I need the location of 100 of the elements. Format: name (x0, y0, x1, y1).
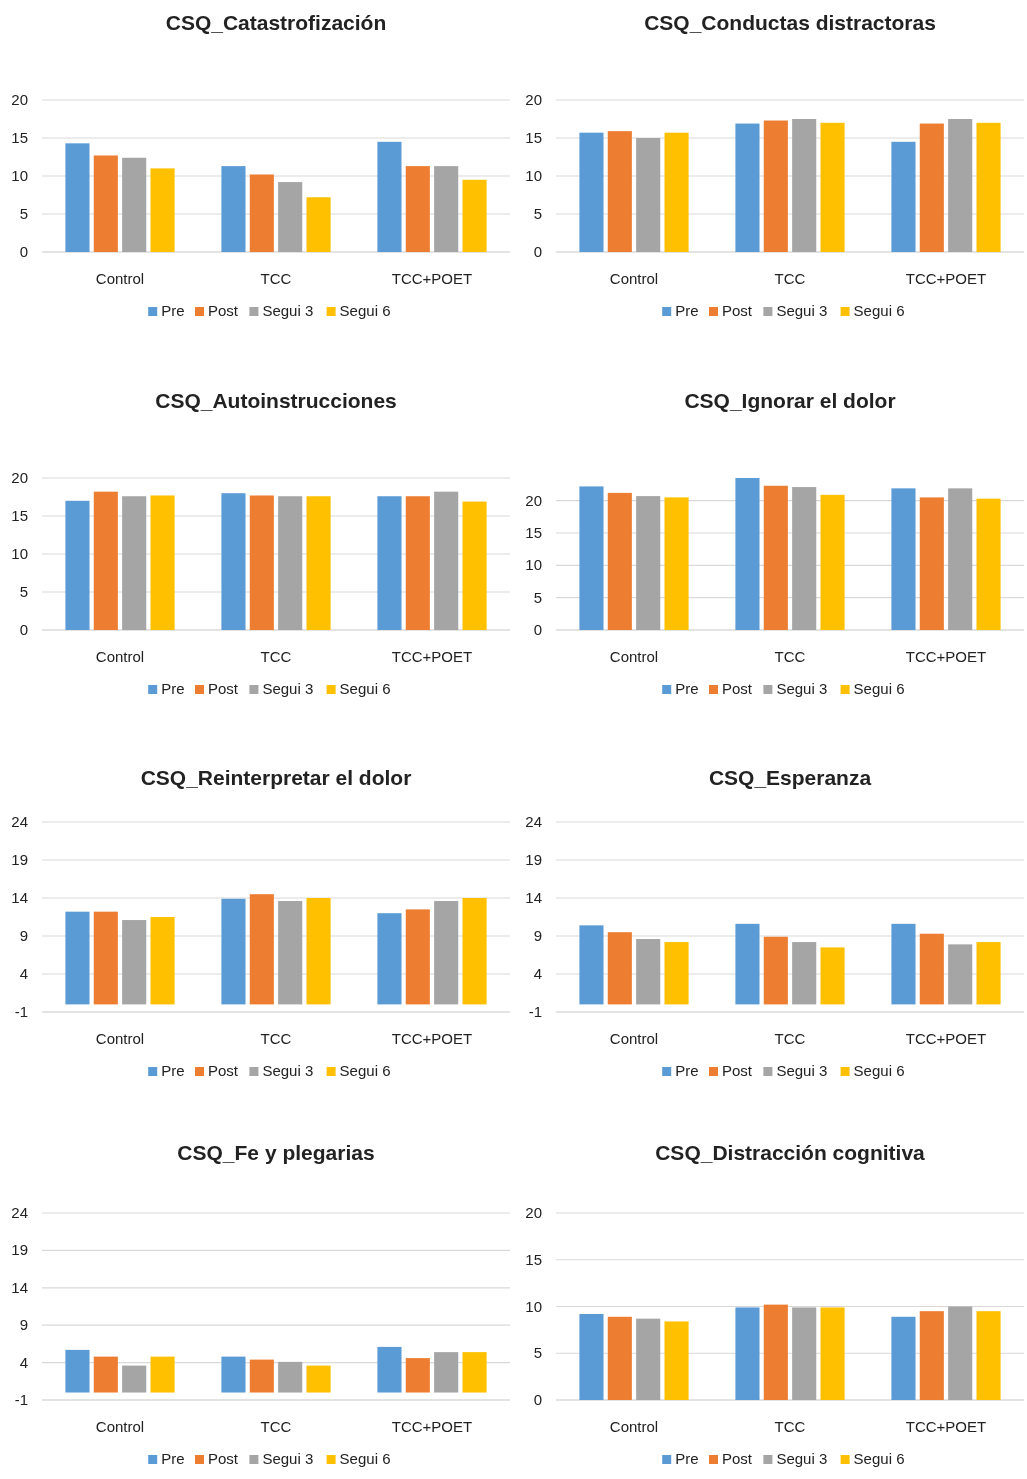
legend-label: Pre (675, 1450, 699, 1467)
legend-label: Segui 6 (853, 1450, 905, 1467)
bar (93, 491, 118, 630)
bar (948, 488, 973, 630)
x-tick-label: Control (95, 270, 145, 287)
x-tick-label: TCC+POET (905, 1418, 987, 1435)
legend-label: Post (722, 680, 753, 697)
bar (65, 143, 90, 252)
bar (919, 497, 944, 630)
bar (278, 901, 303, 1005)
bar (820, 122, 845, 252)
x-tick-label: Control (609, 648, 659, 665)
y-tick-label: 9 (19, 1316, 28, 1334)
y-tick-label: 4 (533, 965, 542, 982)
bar (405, 496, 430, 630)
x-tick-label: TCC+POET (391, 1418, 473, 1435)
legend-label: Segui 6 (853, 1062, 905, 1079)
y-tick-label: 19 (11, 1241, 28, 1259)
bar (607, 1316, 632, 1401)
bar (891, 488, 916, 630)
bar (221, 898, 246, 1005)
bar (919, 1311, 944, 1401)
bar (792, 1307, 817, 1401)
legend-label: Segui 3 (776, 1450, 828, 1467)
bar (122, 157, 147, 252)
chart-title: CSQ_Reinterpretar el dolor (140, 766, 412, 789)
y-tick-label: 10 (525, 556, 542, 574)
y-tick-label: 15 (525, 523, 542, 541)
bar (377, 1346, 402, 1393)
bar (150, 1356, 175, 1393)
y-tick-label: 5 (533, 205, 542, 222)
bar (891, 923, 916, 1005)
y-tick-label: -1 (14, 1003, 28, 1020)
x-tick-label: TCC (260, 648, 292, 665)
x-tick-label: TCC (774, 648, 806, 665)
legend-label: Post (208, 680, 239, 697)
y-tick-label: 5 (533, 588, 542, 606)
bar (579, 132, 604, 252)
chart-title: CSQ_Conductas distractoras (644, 11, 936, 34)
legend-label: Segui 3 (776, 680, 828, 697)
bar (792, 942, 817, 1005)
bar (820, 947, 845, 1005)
bar (122, 920, 147, 1005)
legend-label: Segui 6 (853, 680, 905, 697)
x-tick-label: Control (609, 1030, 659, 1047)
bar (579, 1313, 604, 1400)
y-tick-label: 10 (11, 167, 28, 184)
x-tick-label: TCC (774, 270, 806, 287)
bar (636, 939, 661, 1005)
bar (607, 131, 632, 252)
chart-title: CSQ_Ignorar el dolor (684, 389, 896, 412)
bar (607, 932, 632, 1005)
bar (948, 1306, 973, 1400)
x-tick-label: TCC (774, 1030, 806, 1047)
bar (377, 496, 402, 630)
bar (664, 497, 689, 630)
x-tick-label: TCC+POET (391, 648, 473, 665)
legend-label: Pre (675, 1062, 699, 1079)
y-tick-label: 20 (11, 469, 28, 486)
bar (150, 168, 175, 252)
bar (122, 496, 147, 630)
x-tick-label: TCC+POET (905, 270, 987, 287)
y-tick-label: 5 (19, 583, 28, 600)
legend-label: Pre (675, 680, 699, 697)
x-tick-label: TCC (774, 1418, 806, 1435)
bar (405, 909, 430, 1005)
y-tick-label: 15 (11, 129, 28, 146)
legend-label: Post (722, 1450, 753, 1467)
bar (664, 942, 689, 1005)
legend-label: Pre (161, 1450, 185, 1467)
bar (249, 495, 274, 630)
legend-label: Segui 3 (776, 302, 828, 319)
bar (820, 1307, 845, 1401)
bar (462, 1352, 487, 1393)
bar (763, 485, 788, 630)
bar (150, 495, 175, 630)
bar (221, 1356, 246, 1393)
bar (579, 925, 604, 1005)
bar (93, 1356, 118, 1393)
bar (462, 179, 487, 252)
y-tick-label: 24 (11, 813, 28, 830)
x-tick-label: TCC+POET (391, 270, 473, 287)
bar (93, 911, 118, 1005)
y-tick-label: 0 (19, 621, 28, 638)
bar (278, 496, 303, 630)
y-tick-label: 14 (11, 1278, 28, 1296)
legend-label: Segui 3 (262, 1450, 314, 1467)
x-tick-label: TCC (260, 1030, 292, 1047)
bar (948, 944, 973, 1005)
bar (93, 155, 118, 252)
y-tick-label: 9 (19, 927, 28, 944)
legend-label: Pre (161, 680, 185, 697)
y-tick-label: 0 (19, 243, 28, 260)
bar (278, 1361, 303, 1393)
y-tick-label: 14 (11, 889, 28, 906)
bar (122, 1365, 147, 1393)
chart-title: CSQ_Esperanza (708, 766, 872, 789)
y-tick-label: -1 (14, 1391, 28, 1408)
bar (434, 901, 459, 1005)
legend-label: Segui 3 (262, 1062, 314, 1079)
